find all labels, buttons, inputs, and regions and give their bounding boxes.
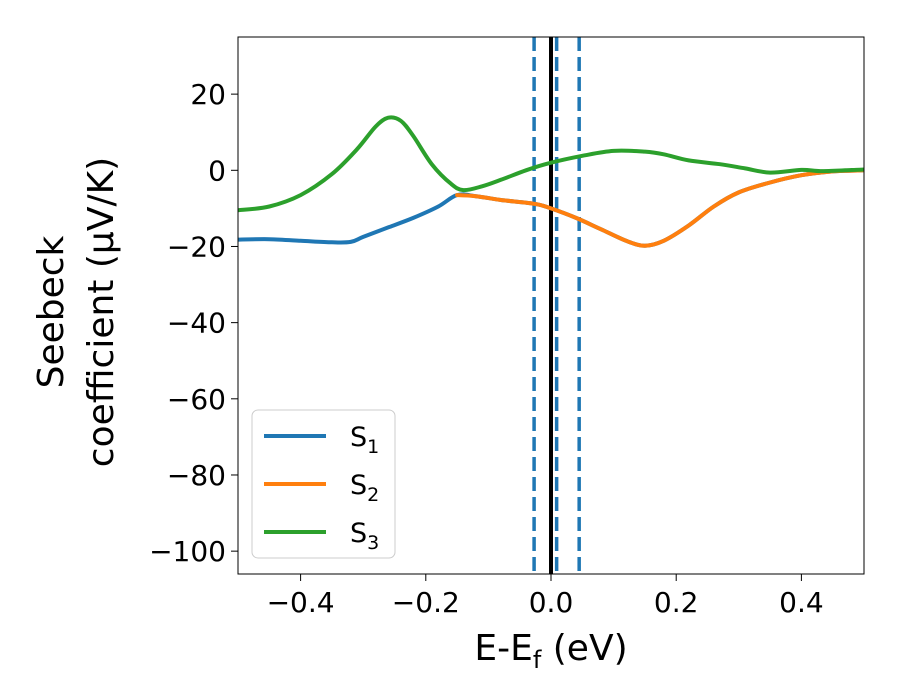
series-line-s2 (455, 168, 864, 248)
legend-label-s2: S2 (350, 470, 379, 506)
x-axis-ticks: −0.4 −0.2 0.0 0.2 0.4 (267, 574, 824, 619)
series-lines (238, 115, 864, 248)
y-tick-label: 0 (208, 154, 226, 187)
y-tick-label: −60 (167, 383, 226, 416)
x-tick-label: 0.2 (654, 586, 699, 619)
x-tick-label: −0.2 (392, 586, 460, 619)
x-axis-title: E-Ef (eV) (474, 628, 627, 674)
x-tick-label: 0.0 (529, 586, 574, 619)
series-line-s3 (238, 115, 864, 213)
y-tick-label: −20 (167, 230, 226, 263)
y-axis-ticks: −100 −80 −60 −40 −20 0 20 (149, 78, 238, 568)
x-tick-label: −0.4 (267, 586, 335, 619)
y-axis-title-line2: coefficient (μV/K) (81, 157, 122, 467)
x-tick-label: 0.4 (779, 586, 824, 619)
vertical-markers (532, 37, 581, 574)
y-tick-label: 20 (190, 78, 226, 111)
y-tick-label: −80 (167, 459, 226, 492)
y-axis-title-line1: Seebeck (31, 235, 72, 388)
legend: S1 S2 S3 (251, 409, 396, 559)
legend-label-s3: S3 (350, 518, 379, 554)
y-tick-label: −100 (149, 535, 226, 568)
legend-label-s1: S1 (350, 422, 379, 458)
y-tick-label: −40 (167, 307, 226, 340)
